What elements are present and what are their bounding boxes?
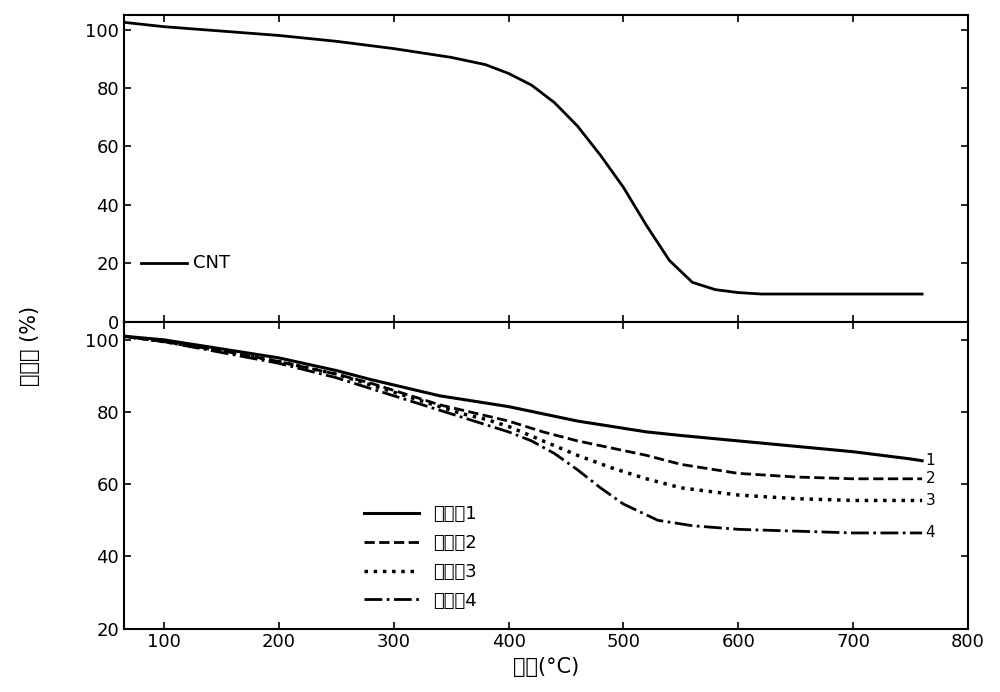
Text: CNT: CNT xyxy=(193,255,230,273)
X-axis label: 温度(°C): 温度(°C) xyxy=(513,657,579,677)
Text: 失重率 (%): 失重率 (%) xyxy=(20,306,40,386)
Text: 2: 2 xyxy=(926,471,935,486)
Text: 3: 3 xyxy=(926,493,935,508)
Legend: 实施例1, 实施例2, 实施例3, 实施例4: 实施例1, 实施例2, 实施例3, 实施例4 xyxy=(361,502,480,613)
Text: 4: 4 xyxy=(926,525,935,540)
Text: 1: 1 xyxy=(926,453,935,468)
